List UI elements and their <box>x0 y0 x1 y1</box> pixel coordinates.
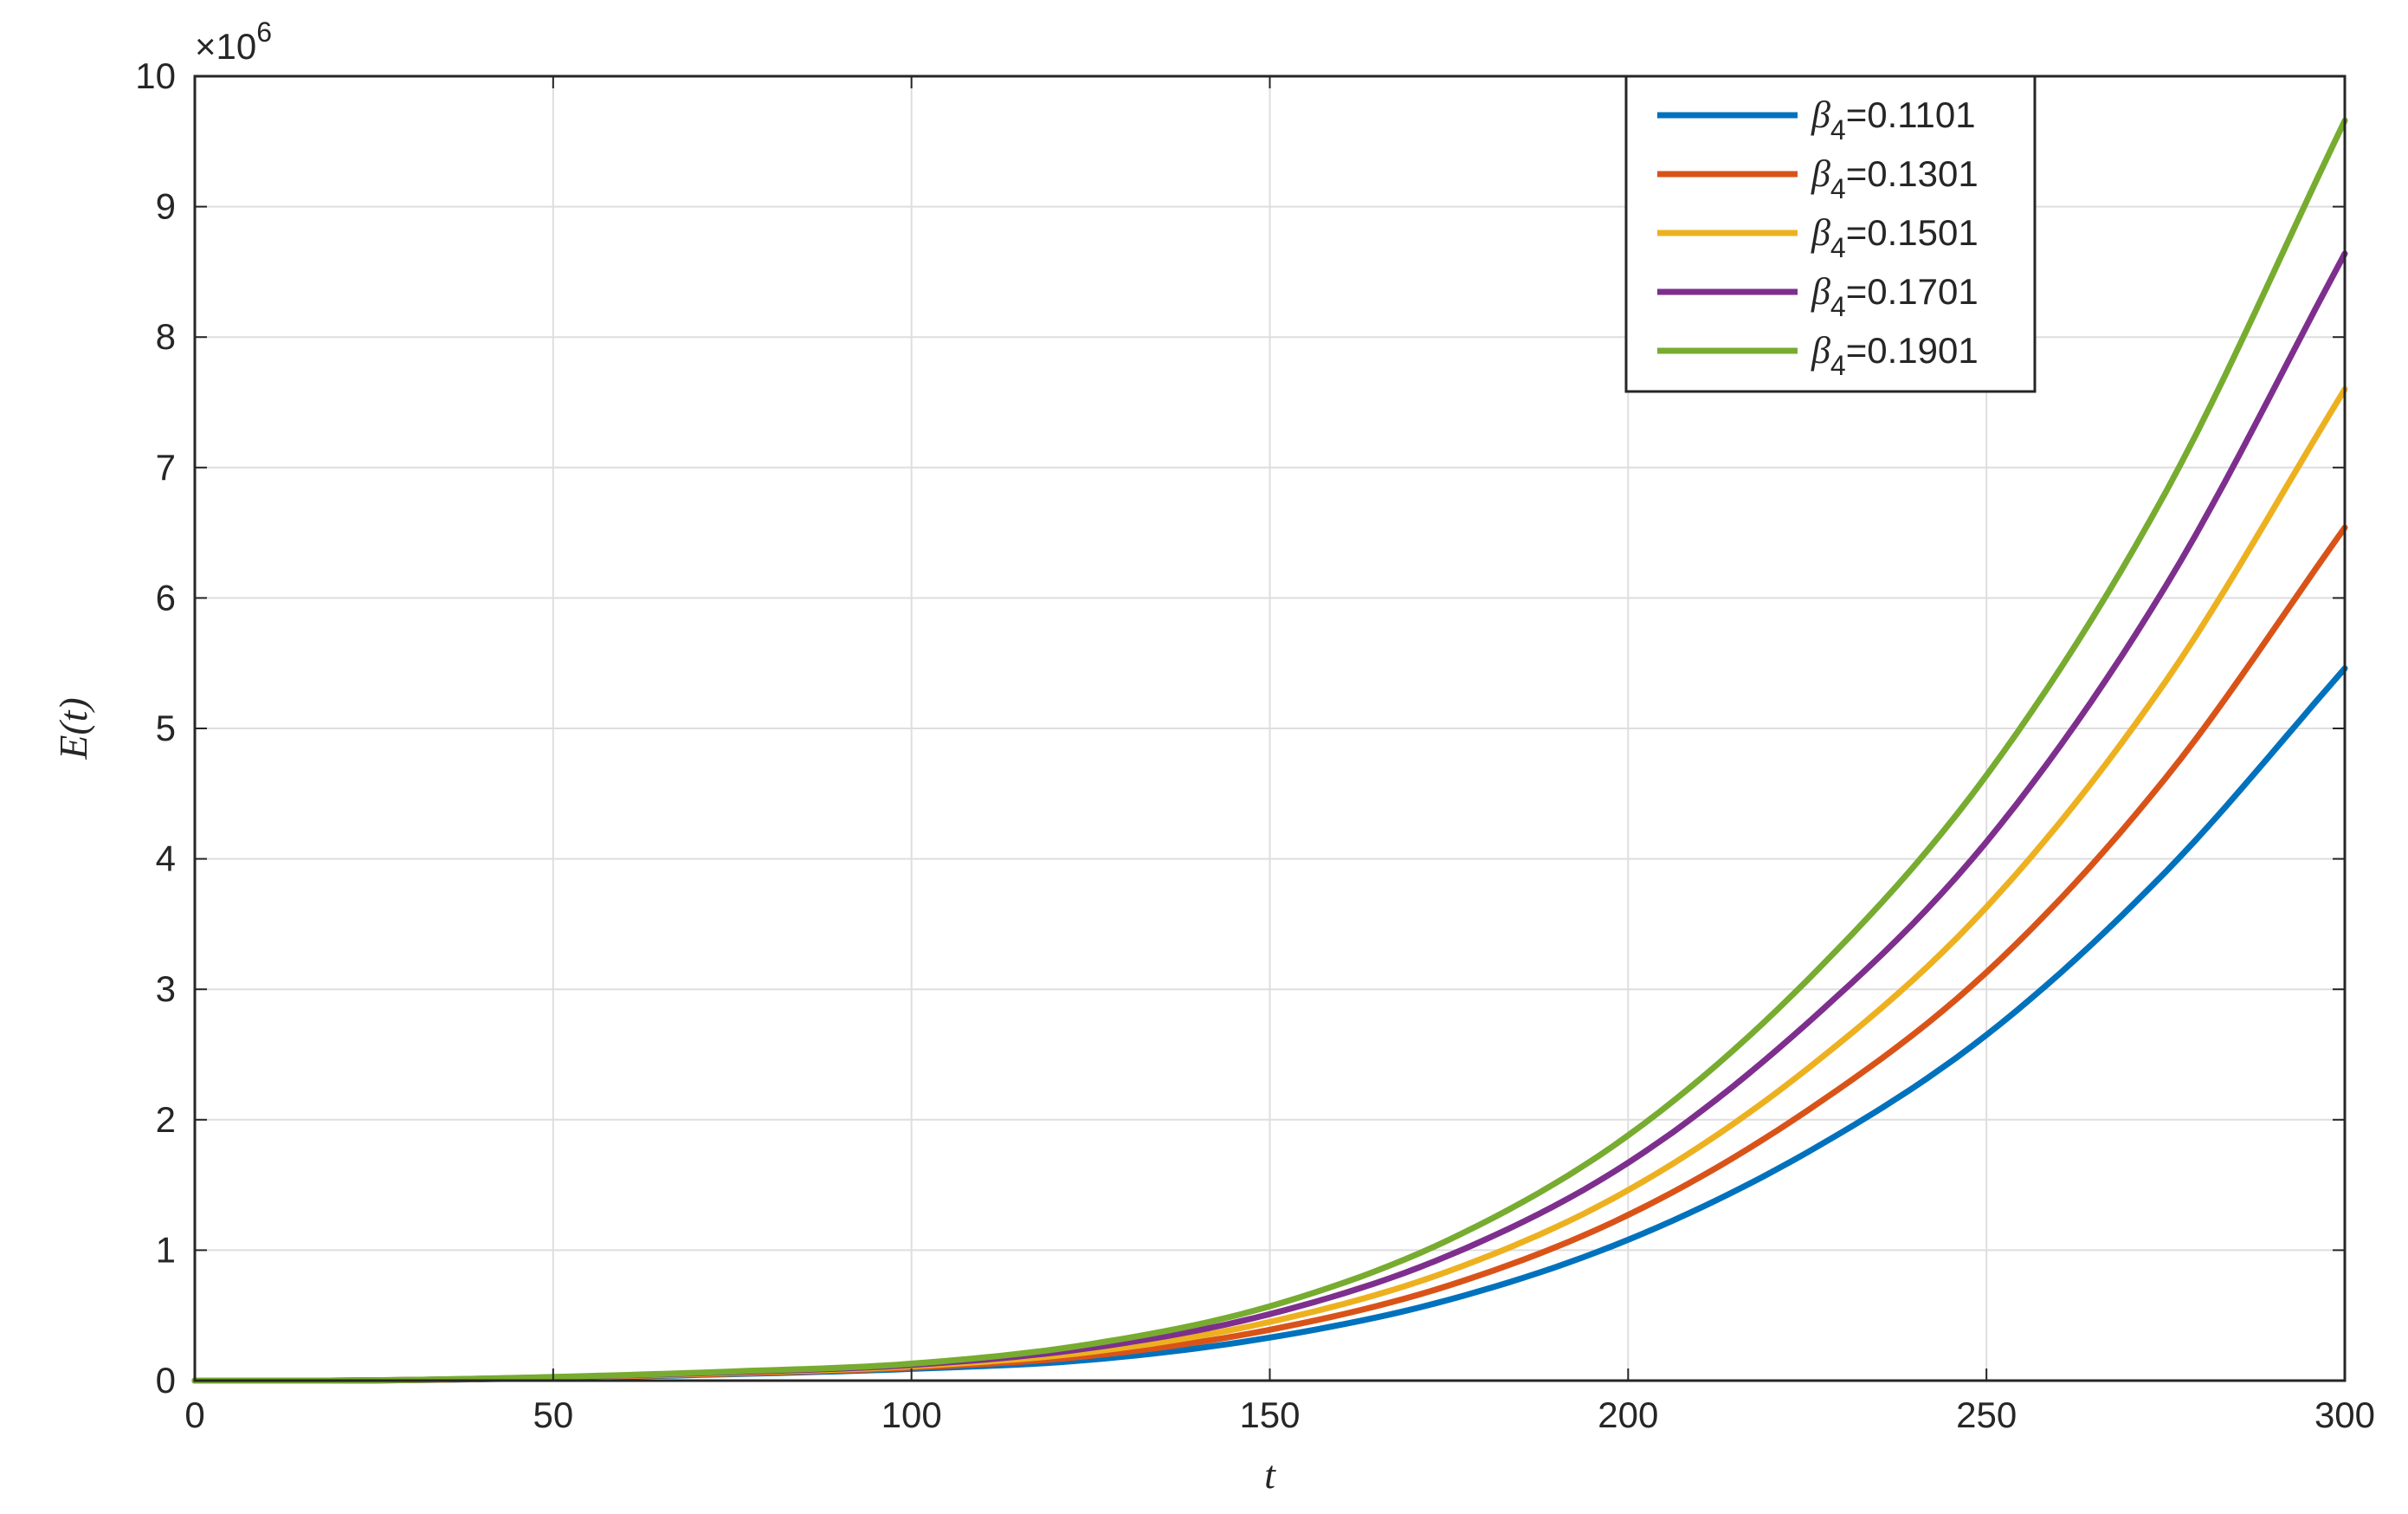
x-tick-label: 0 <box>184 1394 204 1435</box>
y-tick-label: 9 <box>156 186 176 227</box>
y-tick-label: 6 <box>156 577 176 618</box>
axis-ticks: 0 50 100 150 200 250 300 0 1 2 3 4 5 6 7 8 9 10 <box>135 55 2375 1435</box>
legend-label: β4=0.1101 <box>1811 94 1976 146</box>
legend-label: β4=0.1701 <box>1811 270 1979 322</box>
y-tick-label: 7 <box>156 447 176 488</box>
y-tick-label: 8 <box>156 316 176 357</box>
legend-label: β4=0.1301 <box>1811 152 1979 204</box>
y-tick-label: 4 <box>156 838 176 879</box>
y-tick-label: 5 <box>156 708 176 748</box>
y-tick-label: 0 <box>156 1360 176 1401</box>
y-tick-label: 10 <box>135 55 176 96</box>
y-tick-label: 2 <box>156 1099 176 1140</box>
x-tick-label: 250 <box>1956 1394 2017 1435</box>
x-tick-label: 200 <box>1598 1394 1658 1435</box>
x-tick-label: 100 <box>881 1394 942 1435</box>
x-tick-label: 150 <box>1239 1394 1300 1435</box>
y-tick-label: 3 <box>156 968 176 1009</box>
legend: β4=0.1101 β4=0.1301 β4=0.1501 β4=0.1701 β4=0… <box>1624 74 2037 393</box>
x-tick-label: 50 <box>533 1394 573 1435</box>
legend-label: β4=0.1901 <box>1811 329 1979 381</box>
legend-label: β4=0.1501 <box>1811 211 1979 263</box>
x-axis-title: t <box>1264 1453 1276 1497</box>
y-axis-exponent: ×106 <box>195 16 272 67</box>
y-axis-title: E(t) <box>51 697 95 760</box>
y-exponent-label: ×106 <box>195 16 272 67</box>
x-tick-label: 300 <box>2314 1394 2375 1435</box>
y-tick-label: 1 <box>156 1229 176 1270</box>
